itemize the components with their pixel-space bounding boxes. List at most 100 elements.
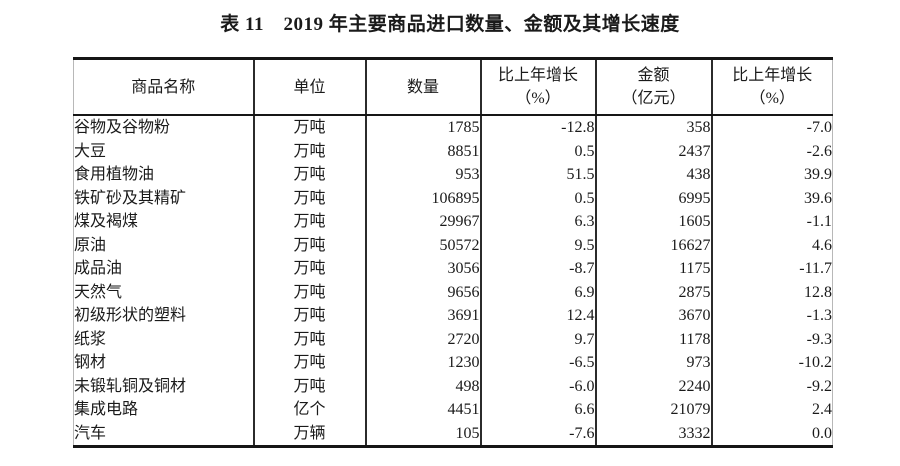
header-unit: 单位 — [252, 58, 366, 116]
cell-amount-growth: 39.9 — [710, 163, 833, 187]
cell-quantity: 2720 — [364, 327, 481, 351]
header-amount-line2: （亿元） — [621, 90, 686, 107]
cell-name: 未锻轧铜及铜材 — [74, 377, 187, 395]
cell-quantity-growth: 12.4 — [479, 304, 596, 328]
cell-name: 天然气 — [74, 283, 123, 301]
table-title: 表 11 2019 年主要商品进口数量、金额及其增长速度 — [220, 14, 680, 35]
cell-amount-growth: 0.0 — [710, 421, 833, 447]
cell-amount: 1178 — [594, 327, 712, 351]
cell-name: 初级形状的塑料 — [74, 307, 187, 324]
cell-name: 铁矿砂及其精矿 — [74, 189, 187, 207]
table-row: 纸浆 万吨 2720 9.7 1178 -9.3 — [74, 327, 833, 351]
table-row: 成品油 万吨 3056 -8.7 1175 -11.7 — [74, 257, 833, 281]
cell-amount-growth: -10.2 — [710, 351, 833, 375]
cell-name: 集成电路 — [74, 401, 139, 418]
cell-quantity-growth: -6.0 — [479, 374, 596, 398]
header-quantity-label: 数量 — [406, 78, 439, 96]
cell-quantity-growth: 6.3 — [479, 210, 596, 234]
cell-quantity: 4451 — [364, 398, 481, 422]
cell-name: 钢材 — [74, 354, 107, 371]
cell-amount: 21079 — [594, 398, 712, 422]
cell-amount-growth: 4.6 — [710, 233, 833, 257]
cell-unit: 万吨 — [252, 139, 366, 163]
cell-quantity-growth: 0.5 — [479, 139, 596, 163]
cell-amount-growth: 12.8 — [710, 280, 833, 304]
table-row: 大豆 万吨 8851 0.5 2437 -2.6 — [74, 139, 833, 163]
cell-unit: 万吨 — [252, 257, 366, 281]
cell-amount-growth: -9.2 — [710, 374, 833, 398]
cell-unit: 万吨 — [252, 304, 366, 328]
header-amount-growth-line1: 比上年增长 — [732, 67, 813, 84]
cell-quantity-growth: -8.7 — [479, 257, 596, 281]
table-row: 原油 万吨 50572 9.5 16627 4.6 — [74, 233, 833, 257]
cell-quantity-growth: 51.5 — [479, 163, 596, 187]
cell-amount: 16627 — [594, 233, 712, 257]
header-quantity-growth-line1: 比上年增长 — [497, 67, 578, 84]
cell-quantity: 498 — [364, 374, 481, 398]
cell-amount: 1175 — [594, 257, 712, 281]
cell-quantity-growth: 6.9 — [479, 280, 596, 304]
table-body: 谷物及谷物粉 万吨 1785 -12.8 358 -7.0 大豆 万吨 8851… — [74, 115, 833, 447]
cell-amount-growth: -1.3 — [710, 304, 833, 328]
table-row: 天然气 万吨 9656 6.9 2875 12.8 — [74, 280, 833, 304]
cell-quantity: 29967 — [364, 210, 481, 234]
cell-amount-growth: 2.4 — [710, 398, 833, 422]
header-amount-growth: 比上年增长 （%） — [710, 58, 833, 116]
cell-name: 汽车 — [74, 424, 107, 442]
header-commodity-name: 商品名称 — [73, 58, 254, 116]
cell-amount: 6995 — [594, 186, 712, 210]
cell-quantity-growth: 0.5 — [479, 186, 596, 210]
cell-name: 原油 — [74, 236, 107, 254]
cell-amount: 438 — [594, 163, 712, 187]
cell-unit: 亿个 — [252, 398, 366, 422]
cell-unit: 万吨 — [252, 186, 366, 210]
table-row: 集成电路 亿个 4451 6.6 21079 2.4 — [74, 398, 833, 422]
cell-quantity-growth: 9.5 — [479, 233, 596, 257]
cell-unit: 万吨 — [252, 351, 366, 375]
table-row: 钢材 万吨 1230 -6.5 973 -10.2 — [74, 351, 833, 375]
cell-amount-growth: -9.3 — [710, 327, 833, 351]
cell-name: 大豆 — [74, 142, 107, 160]
header-amount: 金额 （亿元） — [594, 58, 712, 116]
table-row: 初级形状的塑料 万吨 3691 12.4 3670 -1.3 — [74, 304, 833, 328]
cell-unit: 万吨 — [252, 374, 366, 398]
cell-amount: 973 — [594, 351, 712, 375]
cell-quantity: 3691 — [364, 304, 481, 328]
cell-amount-growth: 39.6 — [710, 186, 833, 210]
header-commodity-name-label: 商品名称 — [131, 78, 196, 96]
cell-quantity-growth: 9.7 — [479, 327, 596, 351]
cell-unit: 万吨 — [252, 233, 366, 257]
table-row: 煤及褐煤 万吨 29967 6.3 1605 -1.1 — [74, 210, 833, 234]
cell-quantity-growth: -12.8 — [479, 115, 596, 140]
cell-unit: 万吨 — [252, 115, 366, 140]
cell-quantity-growth: -7.6 — [479, 421, 596, 447]
table-row: 食用植物油 万吨 953 51.5 438 39.9 — [74, 163, 833, 187]
header-unit-label: 单位 — [293, 78, 326, 96]
header-amount-line1: 金额 — [637, 67, 670, 84]
cell-amount: 2437 — [594, 139, 712, 163]
header-amount-growth-line2: （%） — [749, 90, 795, 107]
cell-amount-growth: -1.1 — [710, 210, 833, 234]
cell-amount: 3332 — [594, 421, 712, 447]
header-quantity-growth-line2: （%） — [515, 90, 561, 107]
cell-quantity: 1785 — [364, 115, 481, 140]
cell-quantity: 50572 — [364, 233, 481, 257]
cell-quantity: 3056 — [364, 257, 481, 281]
cell-name: 谷物及谷物粉 — [74, 119, 171, 136]
table-row: 汽车 万辆 105 -7.6 3332 0.0 — [74, 421, 833, 447]
cell-unit: 万吨 — [252, 280, 366, 304]
cell-name: 煤及褐煤 — [74, 213, 139, 230]
cell-amount: 358 — [594, 115, 712, 140]
cell-amount: 1605 — [594, 210, 712, 234]
cell-amount: 2875 — [594, 280, 712, 304]
header-row: 商品名称 单位 数量 比上年增长 （%） 金额 （亿元） 比上年增长 （%） — [73, 58, 833, 116]
cell-quantity: 8851 — [364, 139, 481, 163]
table-row: 铁矿砂及其精矿 万吨 106895 0.5 6995 39.6 — [74, 186, 833, 210]
cell-name: 成品油 — [74, 260, 123, 277]
cell-quantity: 9656 — [364, 280, 481, 304]
cell-quantity: 105 — [364, 421, 481, 447]
cell-unit: 万辆 — [252, 421, 366, 447]
cell-unit: 万吨 — [252, 163, 366, 187]
header-quantity-growth: 比上年增长 （%） — [479, 58, 596, 116]
cell-amount: 3670 — [594, 304, 712, 328]
